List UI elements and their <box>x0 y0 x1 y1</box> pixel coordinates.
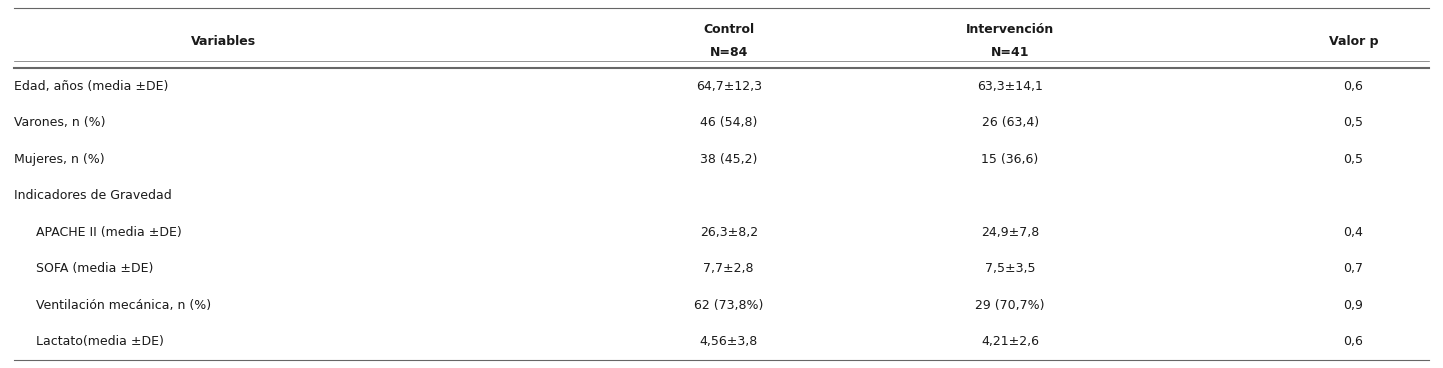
Text: 0,6: 0,6 <box>1343 335 1364 348</box>
Text: APACHE II (media ±DE): APACHE II (media ±DE) <box>36 226 182 239</box>
Text: 26 (63,4): 26 (63,4) <box>981 116 1039 129</box>
Text: Control: Control <box>703 23 755 36</box>
Text: Ventilación mecánica, n (%): Ventilación mecánica, n (%) <box>36 299 211 312</box>
Text: 7,7±2,8: 7,7±2,8 <box>704 262 753 275</box>
Text: 0,4: 0,4 <box>1343 226 1364 239</box>
Text: 0,9: 0,9 <box>1343 299 1364 312</box>
Text: 38 (45,2): 38 (45,2) <box>700 153 758 166</box>
Text: Indicadores de Gravedad: Indicadores de Gravedad <box>14 189 172 202</box>
Text: 46 (54,8): 46 (54,8) <box>700 116 758 129</box>
Text: 4,21±2,6: 4,21±2,6 <box>981 335 1039 348</box>
Text: 62 (73,8%): 62 (73,8%) <box>694 299 763 312</box>
Text: 26,3±8,2: 26,3±8,2 <box>700 226 758 239</box>
Text: 64,7±12,3: 64,7±12,3 <box>696 80 762 93</box>
Text: SOFA (media ±DE): SOFA (media ±DE) <box>36 262 153 275</box>
Text: 24,9±7,8: 24,9±7,8 <box>981 226 1039 239</box>
Text: Edad, años (media ±DE): Edad, años (media ±DE) <box>14 80 169 93</box>
Text: Variables: Variables <box>190 35 257 48</box>
Text: N=84: N=84 <box>710 46 747 60</box>
Text: 63,3±14,1: 63,3±14,1 <box>977 80 1043 93</box>
Text: 7,5±3,5: 7,5±3,5 <box>986 262 1035 275</box>
Text: 29 (70,7%): 29 (70,7%) <box>975 299 1045 312</box>
Text: 0,5: 0,5 <box>1343 153 1364 166</box>
Text: 0,6: 0,6 <box>1343 80 1364 93</box>
Text: Intervención: Intervención <box>965 23 1055 36</box>
Text: Mujeres, n (%): Mujeres, n (%) <box>14 153 105 166</box>
Text: 15 (36,6): 15 (36,6) <box>981 153 1039 166</box>
Text: 0,5: 0,5 <box>1343 116 1364 129</box>
Text: 4,56±3,8: 4,56±3,8 <box>700 335 758 348</box>
Text: Valor p: Valor p <box>1329 35 1378 48</box>
Text: 0,7: 0,7 <box>1343 262 1364 275</box>
Text: Lactato(media ±DE): Lactato(media ±DE) <box>36 335 165 348</box>
Text: N=41: N=41 <box>991 46 1029 60</box>
Text: Varones, n (%): Varones, n (%) <box>14 116 105 129</box>
